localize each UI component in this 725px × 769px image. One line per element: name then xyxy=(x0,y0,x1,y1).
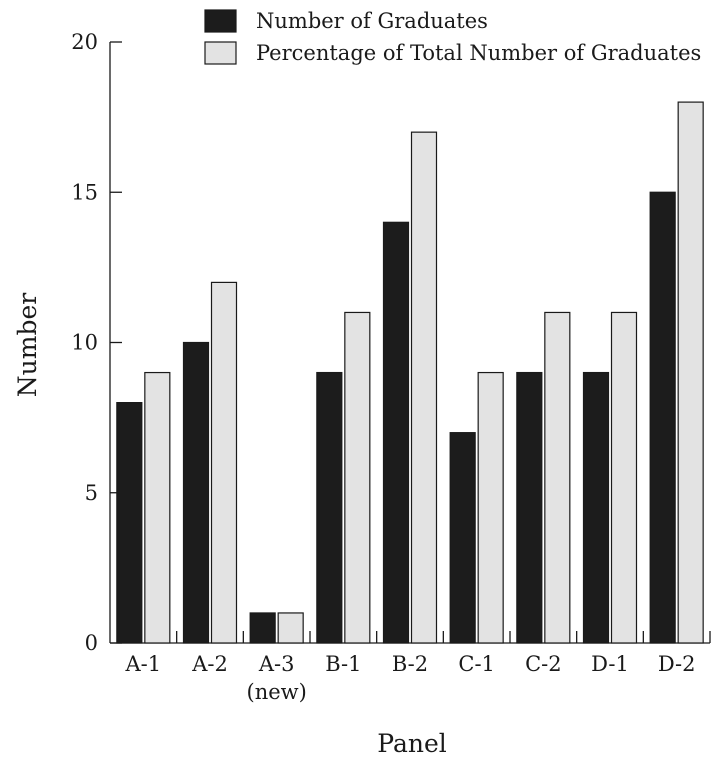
bar xyxy=(677,101,704,644)
bar xyxy=(544,311,571,644)
bar xyxy=(182,341,210,644)
x-tick-label: C-1 xyxy=(458,652,495,676)
y-tick-label: 5 xyxy=(85,481,98,505)
x-tick-label: D-2 xyxy=(658,652,696,676)
bar xyxy=(344,311,371,644)
bar xyxy=(410,131,438,644)
bar xyxy=(316,371,343,644)
bar xyxy=(277,612,304,644)
y-axis: 0 5 10 15 20 xyxy=(71,30,122,655)
x-tick-label: A-1 xyxy=(125,652,162,676)
bar xyxy=(449,432,476,644)
bars xyxy=(116,101,704,644)
legend: Number of Graduates Percentage of Total N… xyxy=(204,9,701,65)
x-axis: A-1 A-2 A-3 (new) B-1 B-2 C-1 C-2 D-1 D-2 xyxy=(110,631,711,704)
bar xyxy=(144,371,171,644)
bar xyxy=(516,371,543,644)
x-tick-label: A-3 xyxy=(258,652,295,676)
legend-swatch xyxy=(204,41,237,65)
x-axis-title: Panel xyxy=(377,729,447,758)
bar xyxy=(649,191,676,644)
y-tick-label: 10 xyxy=(71,331,98,355)
bar xyxy=(382,221,410,644)
bar xyxy=(116,402,143,644)
bar xyxy=(210,281,238,644)
bar xyxy=(582,371,610,644)
y-tick-label: 20 xyxy=(71,30,98,54)
bar xyxy=(249,612,276,644)
bar xyxy=(610,311,638,644)
x-tick-label: (new) xyxy=(247,680,307,704)
bar xyxy=(477,371,504,644)
legend-swatch xyxy=(204,9,237,33)
y-axis-title: Number xyxy=(13,293,42,397)
x-tick-label: A-2 xyxy=(191,652,228,676)
x-tick-label: B-2 xyxy=(392,652,428,676)
legend-label: Percentage of Total Number of Graduates xyxy=(256,41,701,65)
legend-label: Number of Graduates xyxy=(256,9,488,33)
x-tick-label: D-1 xyxy=(591,652,629,676)
x-tick-label: B-1 xyxy=(325,652,361,676)
x-tick-label: C-2 xyxy=(525,652,562,676)
y-tick-label: 15 xyxy=(71,180,98,204)
y-tick-label: 0 xyxy=(85,631,98,655)
